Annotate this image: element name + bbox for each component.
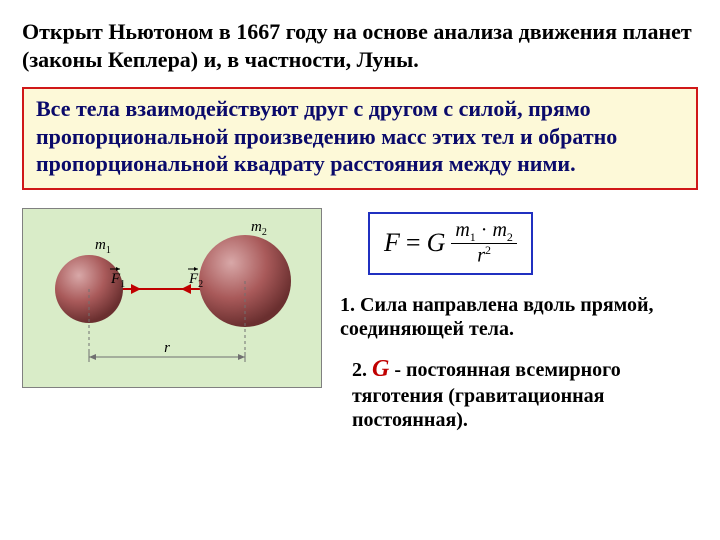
diagram-column: m1m2F1F2r <box>22 208 322 432</box>
formula-dot: · <box>481 219 488 241</box>
formula-m1-sub: 1 <box>470 230 476 244</box>
formula-m1: m <box>455 219 469 241</box>
note-2-rest: - постоянная всемирного тяготения (грави… <box>352 359 621 431</box>
formula-denominator: r2 <box>473 244 495 267</box>
formula-r: r <box>477 245 485 267</box>
formula-F: F <box>384 228 400 258</box>
note-2-prefix: 2. <box>352 359 372 381</box>
law-statement-text: Все тела взаимодействуют друг с другом с… <box>36 96 617 176</box>
svg-text:r: r <box>164 340 170 356</box>
gravity-formula: F = G m1 · m2 r2 <box>384 220 517 267</box>
formula-r-sup: 2 <box>485 243 491 257</box>
formula-G: G <box>427 228 446 258</box>
lower-row: m1m2F1F2r F = G m1 · m2 r2 <box>22 208 698 432</box>
diagram-svg: m1m2F1F2r <box>23 209 323 389</box>
formula-m2: m <box>492 219 506 241</box>
svg-text:m1: m1 <box>95 237 111 256</box>
note-2: 2. G - постоянная всемирного тяготения (… <box>352 355 698 432</box>
note-2-G-symbol: G <box>372 356 389 382</box>
formula-eq: = <box>406 228 421 258</box>
gravity-diagram: m1m2F1F2r <box>22 208 322 388</box>
text-column: F = G m1 · m2 r2 1. Сила направлена вдол… <box>340 208 698 432</box>
formula-fraction: m1 · m2 r2 <box>451 220 517 267</box>
formula-numerator: m1 · m2 <box>451 220 517 245</box>
formula-box: F = G m1 · m2 r2 <box>368 212 533 275</box>
svg-text:m2: m2 <box>251 219 267 238</box>
law-statement-box: Все тела взаимодействуют друг с другом с… <box>22 87 698 190</box>
formula-m2-sub: 2 <box>507 230 513 244</box>
intro-text: Открыт Ньютоном в 1667 году на основе ан… <box>22 18 698 73</box>
note-1: 1. Сила направлена вдоль прямой, соединя… <box>340 293 698 341</box>
